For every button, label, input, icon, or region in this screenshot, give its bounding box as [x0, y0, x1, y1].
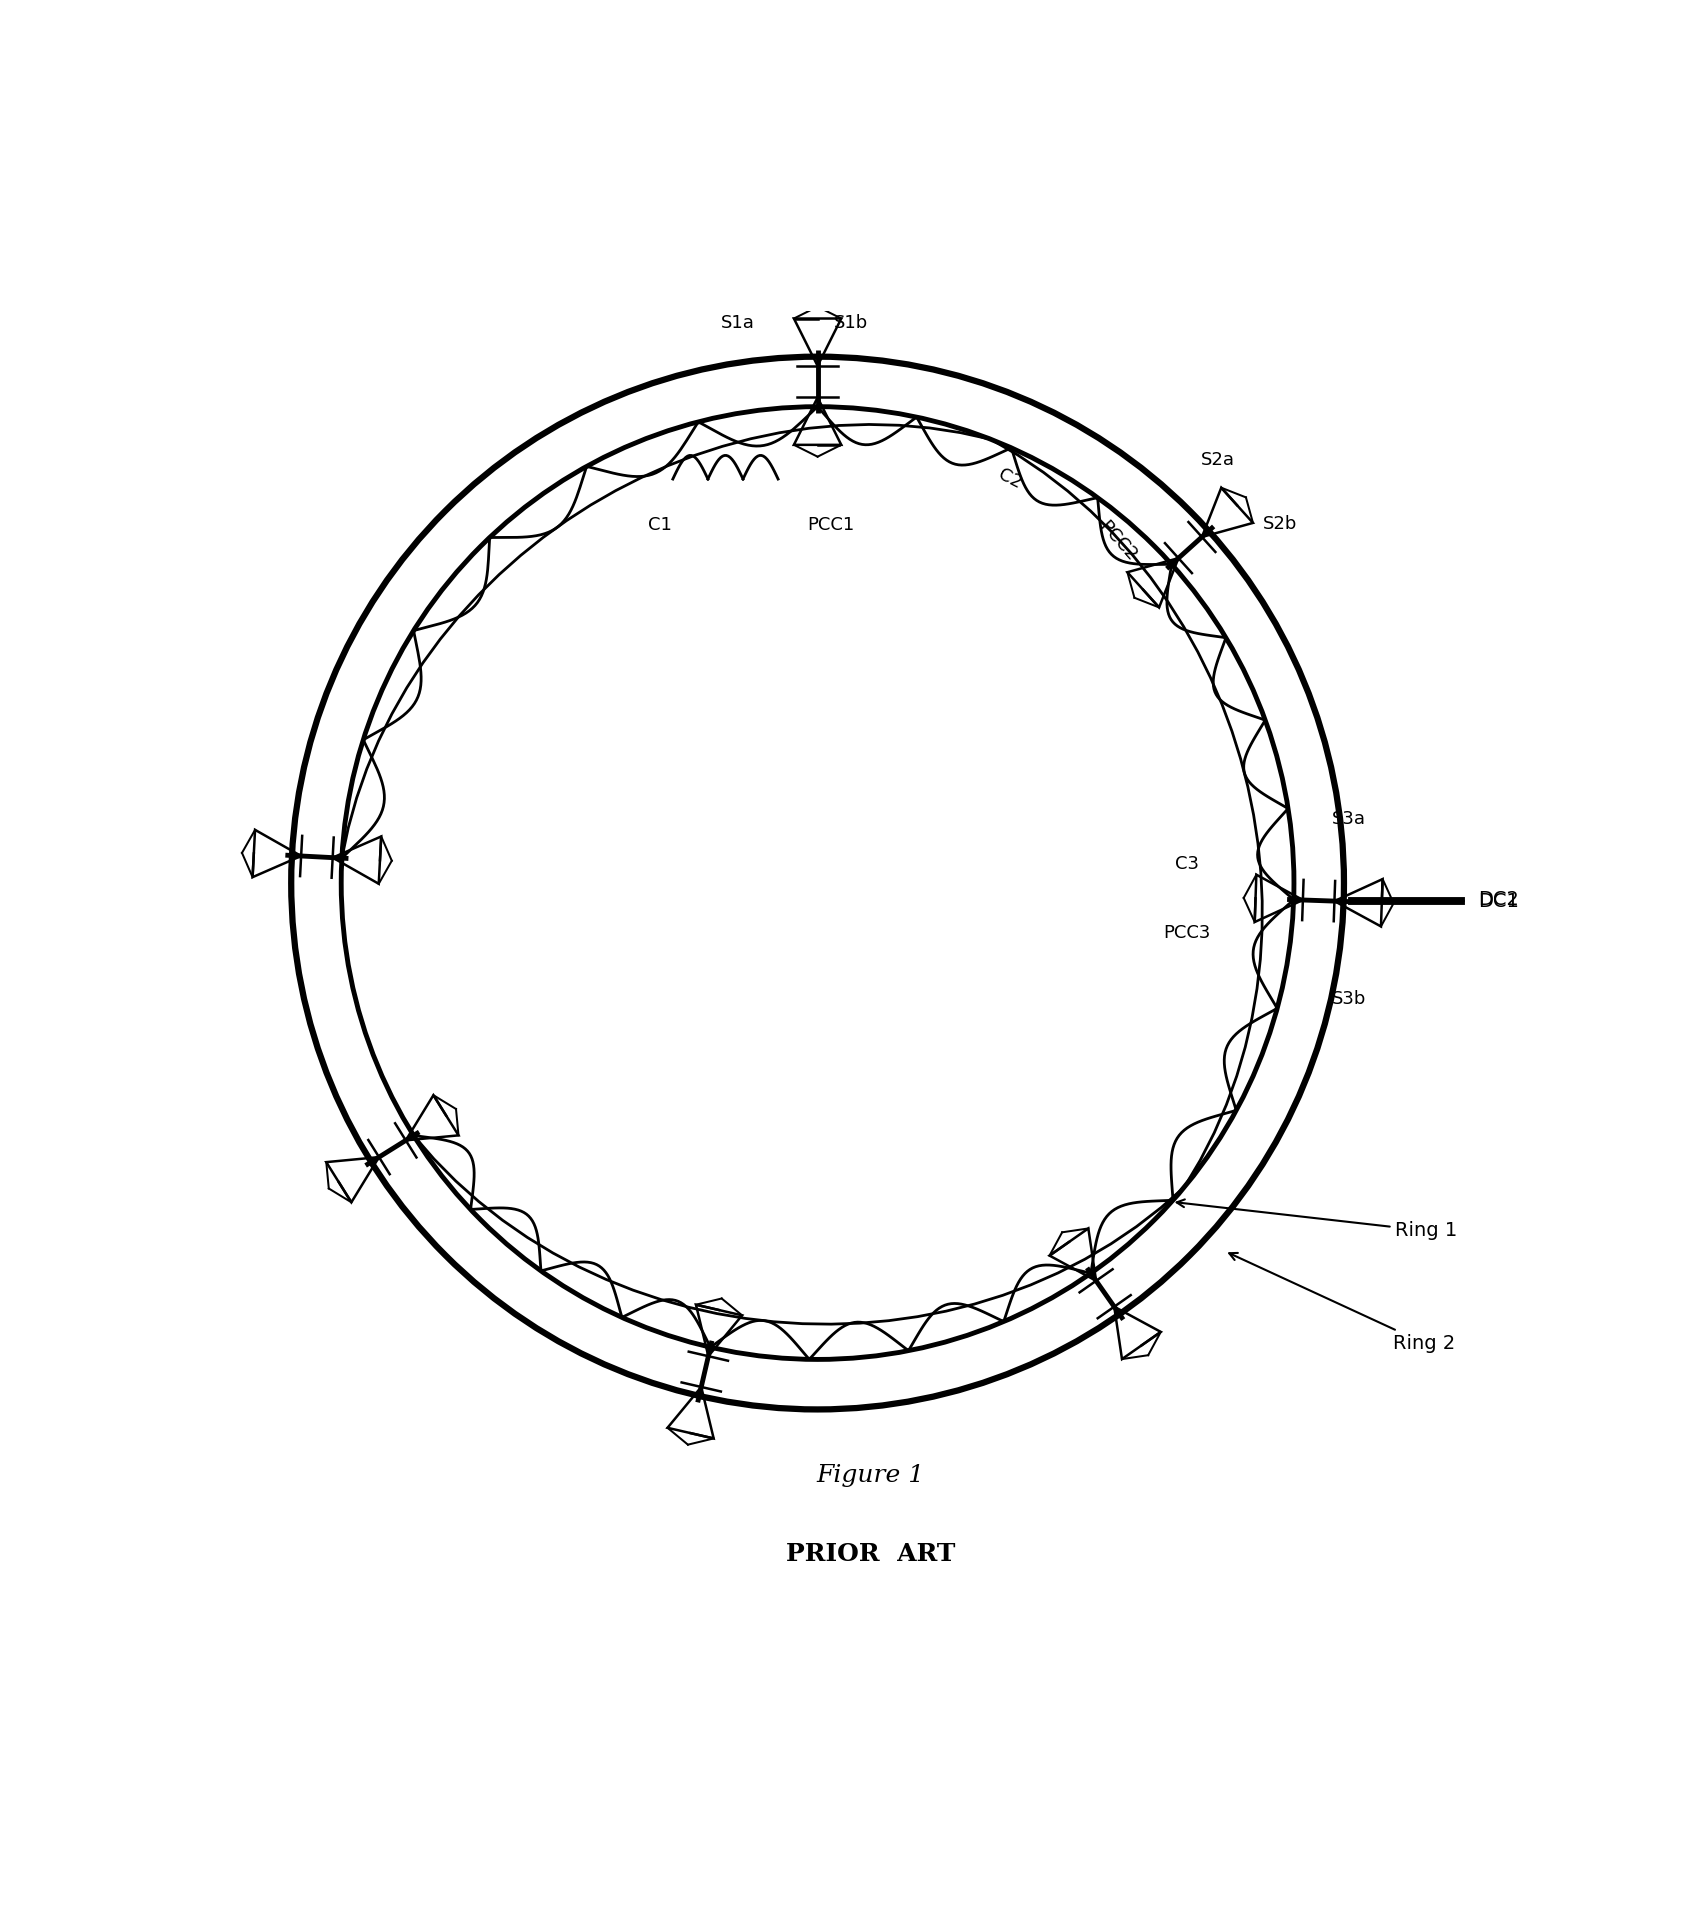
- Text: S1b: S1b: [834, 315, 868, 332]
- Text: C3: C3: [1175, 855, 1199, 873]
- Text: C2: C2: [995, 466, 1024, 493]
- Text: S2b: S2b: [1263, 514, 1297, 533]
- Text: C1: C1: [647, 516, 672, 533]
- Text: Figure 1: Figure 1: [817, 1463, 924, 1486]
- Text: Ring 2: Ring 2: [1229, 1252, 1455, 1352]
- Text: PCC1: PCC1: [807, 516, 854, 533]
- Text: PCC2: PCC2: [1095, 518, 1141, 564]
- Text: S2a: S2a: [1200, 451, 1234, 468]
- Text: S3a: S3a: [1331, 809, 1365, 829]
- Text: DC1: DC1: [1479, 892, 1520, 911]
- Text: S3b: S3b: [1331, 990, 1367, 1009]
- Text: PCC3: PCC3: [1163, 924, 1211, 942]
- Text: DC2: DC2: [1479, 890, 1520, 909]
- Text: PRIOR  ART: PRIOR ART: [786, 1542, 954, 1567]
- Text: S1a: S1a: [720, 315, 754, 332]
- Text: Ring 1: Ring 1: [1177, 1199, 1457, 1241]
